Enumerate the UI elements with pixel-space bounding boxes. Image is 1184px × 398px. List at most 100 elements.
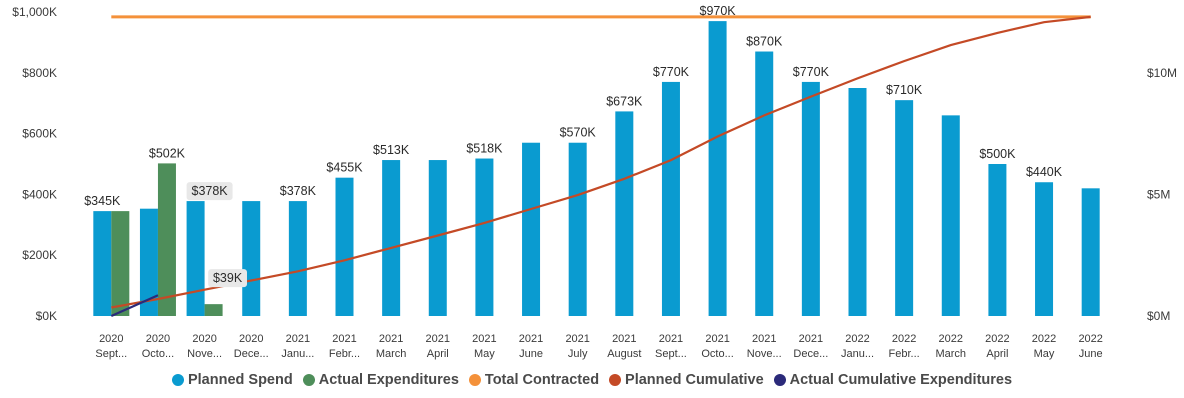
data-label: $770K [653, 65, 690, 79]
x-tick-label: 2022 May [1032, 333, 1056, 360]
x-tick-label-year: 2021 [472, 333, 496, 345]
x-tick-label-year: 2021 [426, 333, 450, 345]
data-label: $39K [213, 271, 243, 285]
legend-item: Planned Spend [171, 372, 293, 388]
data-label: $518K [466, 142, 503, 156]
x-tick-label: 2021 Janu... [281, 333, 314, 360]
x-tick-label: 2020 Nove... [187, 333, 222, 360]
x-tick-label-year: 2021 [379, 333, 403, 345]
x-tick-label-month: Nove... [747, 348, 782, 360]
planned-spend-bar [848, 88, 867, 316]
x-tick-label-month: Octo... [701, 348, 733, 360]
x-tick-label-month: Dece... [793, 348, 828, 360]
x-tick-label: 2021 May [472, 333, 496, 360]
x-tick-label: 2021 Octo... [701, 333, 733, 360]
x-tick-label-month: Janu... [281, 348, 314, 360]
data-label: $570K [560, 126, 597, 140]
planned-spend-bar [428, 160, 447, 316]
x-tick-label-month: June [1079, 348, 1103, 360]
data-label: $710K [886, 83, 923, 97]
legend-label: Total Contracted [484, 372, 600, 388]
x-tick-label-year: 2020 [192, 333, 216, 345]
x-tick-label: 2022 March [935, 333, 966, 360]
x-tick-label-month: May [474, 348, 495, 360]
x-tick-label: 2021 August [607, 333, 641, 360]
x-tick-label-month: Febr... [329, 348, 360, 360]
x-tick-label-year: 2021 [659, 333, 683, 345]
x-tick-label-month: Octo... [142, 348, 174, 360]
planned-cumulative-line [111, 15, 1091, 309]
x-tick-label: 2021 Sept... [655, 333, 687, 360]
planned-spend-bar [708, 21, 727, 317]
y-right-tick-label: $5M [1147, 187, 1170, 201]
x-tick-label-month: May [1034, 348, 1055, 360]
x-tick-label: 2021 April [426, 333, 450, 360]
planned-spend-bar [801, 81, 820, 316]
x-tick-label-year: 2021 [752, 333, 776, 345]
x-tick-label-year: 2022 [892, 333, 916, 345]
x-tick-label-month: June [519, 348, 543, 360]
legend-item: Actual Cumulative Expenditures [773, 372, 1013, 388]
planned-spend-bar [755, 51, 774, 317]
actual-expenditures-bar [111, 211, 130, 316]
data-label: $970K [700, 4, 737, 18]
planned-spend-bar [895, 100, 914, 316]
legend-marker-icon [609, 374, 622, 386]
planned-spend-bar [382, 160, 401, 316]
x-tick-label-year: 2022 [985, 333, 1009, 345]
x-tick-label-year: 2021 [799, 333, 823, 345]
planned-spend-bar [615, 111, 634, 317]
legend-label: Planned Cumulative [625, 372, 764, 388]
planned-spend-bar [522, 142, 541, 316]
y-left-tick-label: $400K [22, 187, 57, 201]
data-label: $455K [326, 161, 363, 175]
x-tick-label: 2021 Nove... [747, 333, 782, 360]
x-tick-label-month: Dece... [234, 348, 269, 360]
data-label: $673K [606, 94, 643, 108]
x-tick-label-year: 2021 [612, 333, 636, 345]
x-tick-label-year: 2020 [146, 333, 170, 345]
x-tick-label: 2022 Janu... [841, 333, 874, 360]
actual-cumulative-expenditures-line [110, 294, 159, 318]
data-label: $378K [192, 184, 229, 198]
legend: Planned Spend Actual Expenditures Total Co… [0, 372, 1184, 388]
planned-spend-bar [988, 164, 1007, 316]
x-tick-label: 2021 June [519, 333, 543, 360]
x-tick-label-year: 2022 [845, 333, 869, 345]
x-tick-label-year: 2021 [519, 333, 543, 345]
x-tick-label: 2021 Dece... [793, 333, 828, 360]
x-tick-label: 2021 Febr... [329, 333, 360, 360]
x-tick-label-year: 2022 [1078, 333, 1102, 345]
x-tick-label-month: Janu... [841, 348, 874, 360]
x-tick-label-month: August [607, 348, 641, 360]
x-tick-label: 2020 Dece... [234, 333, 269, 360]
legend-item: Actual Expenditures [302, 372, 459, 388]
data-label: $345K [84, 194, 121, 208]
y-left-tick-label: $800K [22, 66, 57, 80]
planned-spend-bar [1081, 188, 1100, 316]
data-label: $440K [1026, 165, 1063, 179]
planned-spend-bar [1035, 182, 1054, 316]
planned-spend-bar [335, 177, 354, 316]
x-tick-label: 2022 June [1078, 333, 1102, 360]
data-label-background [208, 269, 247, 288]
planned-spend-bar [661, 81, 680, 316]
x-tick-label-year: 2021 [565, 333, 589, 345]
planned-spend-bar [242, 201, 261, 316]
legend-item: Planned Cumulative [609, 372, 764, 388]
y-left-tick-label: $0K [36, 309, 57, 323]
legend-label: Actual Cumulative Expenditures [789, 372, 1013, 388]
y-left-tick-label: $600K [22, 127, 57, 141]
x-tick-label: 2021 March [376, 333, 407, 360]
x-tick-label: 2020 Sept... [95, 333, 127, 360]
x-tick-label-year: 2020 [99, 333, 123, 345]
data-label: $513K [373, 143, 410, 157]
planned-spend-bar [475, 158, 494, 316]
x-tick-label-month: July [568, 348, 588, 360]
legend-label: Planned Spend [187, 372, 293, 388]
x-tick-label-month: April [986, 348, 1008, 360]
y-right-tick-label: $0M [1147, 309, 1170, 323]
x-tick-label-year: 2022 [1032, 333, 1056, 345]
